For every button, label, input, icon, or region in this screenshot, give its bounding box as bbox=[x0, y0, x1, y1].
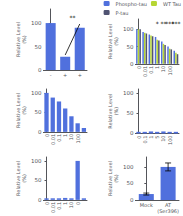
svg-text:0: 0 bbox=[44, 134, 50, 137]
svg-text:10: 10 bbox=[68, 202, 74, 208]
svg-text:(Ser396): (Ser396) bbox=[157, 208, 179, 214]
svg-text:0.01: 0.01 bbox=[50, 134, 56, 145]
svg-text:50: 50 bbox=[34, 44, 41, 50]
svg-text:10: 10 bbox=[68, 134, 74, 140]
svg-text:***: *** bbox=[171, 20, 180, 27]
svg-text:10: 10 bbox=[160, 135, 166, 141]
svg-text:Relative Level: Relative Level bbox=[107, 24, 113, 59]
svg-text:0: 0 bbox=[44, 202, 50, 205]
svg-text:**: ** bbox=[69, 14, 75, 21]
svg-text:0: 0 bbox=[38, 129, 42, 135]
svg-text:0.1: 0.1 bbox=[142, 135, 148, 143]
svg-text:0: 0 bbox=[130, 197, 134, 203]
svg-text:100: 100 bbox=[123, 26, 134, 32]
svg-text:(%): (%) bbox=[113, 37, 119, 46]
svg-text:50: 50 bbox=[126, 44, 133, 50]
svg-text:Relative Level: Relative Level bbox=[107, 161, 113, 196]
svg-text:-: - bbox=[50, 72, 52, 78]
svg-text:100: 100 bbox=[167, 66, 173, 76]
svg-text:0: 0 bbox=[130, 130, 134, 136]
svg-text:(%): (%) bbox=[113, 174, 119, 183]
svg-text:50: 50 bbox=[126, 110, 133, 116]
svg-text:0.01: 0.01 bbox=[50, 202, 56, 213]
svg-text:WT Tau: WT Tau bbox=[163, 1, 181, 7]
svg-text:0.1: 0.1 bbox=[56, 202, 62, 210]
svg-text:0.1: 0.1 bbox=[148, 66, 154, 74]
svg-text:100: 100 bbox=[123, 164, 134, 170]
svg-text:Phospho-tau: Phospho-tau bbox=[116, 1, 147, 8]
svg-text:P-tau: P-tau bbox=[116, 10, 129, 16]
svg-text:Relative Level: Relative Level bbox=[15, 161, 21, 196]
svg-text:50: 50 bbox=[126, 180, 133, 186]
svg-text:(%): (%) bbox=[21, 174, 27, 183]
svg-text:100: 100 bbox=[31, 90, 42, 96]
svg-text:1: 1 bbox=[148, 135, 154, 138]
svg-text:0.01: 0.01 bbox=[142, 66, 148, 77]
svg-text:1: 1 bbox=[154, 66, 160, 69]
svg-text:5: 5 bbox=[154, 135, 160, 138]
svg-text:50: 50 bbox=[34, 177, 41, 183]
svg-text:Relative Level: Relative Level bbox=[15, 22, 21, 57]
svg-text:0: 0 bbox=[130, 61, 134, 67]
svg-text:0: 0 bbox=[38, 67, 42, 73]
svg-text:50: 50 bbox=[34, 109, 41, 115]
svg-text:100: 100 bbox=[167, 135, 173, 145]
svg-text:0: 0 bbox=[136, 135, 142, 138]
svg-text:100: 100 bbox=[31, 158, 42, 164]
svg-text:+: + bbox=[63, 72, 67, 78]
svg-text:(%): (%) bbox=[21, 35, 27, 44]
svg-text:*: * bbox=[156, 20, 159, 27]
svg-text:10: 10 bbox=[160, 66, 166, 72]
svg-text:100: 100 bbox=[31, 20, 42, 26]
svg-text:0: 0 bbox=[75, 202, 81, 205]
svg-text:100: 100 bbox=[123, 90, 134, 96]
svg-text:+: + bbox=[78, 72, 82, 78]
svg-text:Relative Level: Relative Level bbox=[107, 93, 113, 129]
svg-text:100: 100 bbox=[75, 134, 81, 144]
svg-text:AT: AT bbox=[165, 202, 172, 208]
svg-text:0.1: 0.1 bbox=[56, 134, 62, 142]
svg-text:(%): (%) bbox=[113, 107, 119, 116]
svg-text:0: 0 bbox=[38, 197, 42, 203]
svg-text:(%): (%) bbox=[21, 106, 27, 115]
svg-text:Relative Level: Relative Level bbox=[15, 93, 21, 128]
svg-text:1: 1 bbox=[62, 202, 68, 205]
svg-text:1: 1 bbox=[62, 134, 68, 137]
svg-text:Mock: Mock bbox=[140, 202, 153, 208]
svg-text:0: 0 bbox=[136, 66, 142, 69]
